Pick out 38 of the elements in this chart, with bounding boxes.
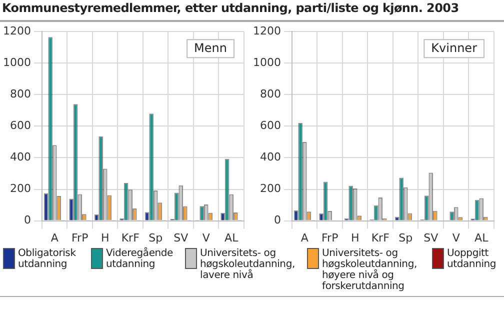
legend-label: Universitets- og høgskoleutdanning, lavere nivå xyxy=(200,248,296,281)
y-tick-label: 600 xyxy=(260,119,281,132)
y-tick-label: 0 xyxy=(274,214,281,227)
y-tick-label: 1200 xyxy=(2,24,31,38)
y-tick-label: 200 xyxy=(260,182,281,196)
legend-label: Uoppgitt utdanning xyxy=(447,248,498,270)
x-tick-label: H xyxy=(350,231,360,244)
x-tick-label: FrP xyxy=(72,231,89,244)
x-tick-label: A xyxy=(50,231,59,244)
chart-title: Kommunestyremedlemmer, etter utdanning, parti/liste og kjønn. 2003 xyxy=(0,0,504,22)
x-tick-label: SV xyxy=(424,231,439,244)
x-tick-label: FrP xyxy=(322,231,339,244)
legend-label: Universitets- og høgskoleutdanning, høyere nivå og forskerutdanning xyxy=(322,248,418,292)
legend-label: Obligatorisk utdanning xyxy=(18,248,77,270)
x-tick-label: V xyxy=(202,231,210,244)
x-tick-label: A xyxy=(300,231,309,244)
y-tick-label: 800 xyxy=(10,88,31,101)
x-tick-label: H xyxy=(100,231,110,244)
y-tick-label: 400 xyxy=(10,150,31,164)
y-tick-label: 1200 xyxy=(252,24,281,38)
y-tick-label: 0 xyxy=(24,214,31,227)
y-tick-label: 1000 xyxy=(252,56,281,69)
x-tick-label: KrF xyxy=(371,231,390,244)
x-tick-label: KrF xyxy=(121,231,140,244)
y-tick-label: 400 xyxy=(260,150,281,164)
y-tick-label: 200 xyxy=(10,182,31,196)
x-tick-label: AL xyxy=(224,231,240,244)
x-tick-label: SV xyxy=(174,231,189,244)
y-tick-label: 1000 xyxy=(2,56,31,69)
legend-label: Videregående utdanning xyxy=(106,248,174,270)
x-tick-label: AL xyxy=(474,231,490,244)
x-tick-label: Sp xyxy=(398,231,413,244)
x-tick-label: V xyxy=(452,231,460,244)
x-tick-label: Sp xyxy=(148,231,163,244)
annotation: Menn xyxy=(194,41,228,56)
annotation: Kvinner xyxy=(431,41,478,56)
y-tick-label: 800 xyxy=(260,88,281,101)
y-tick-label: 600 xyxy=(10,119,31,132)
